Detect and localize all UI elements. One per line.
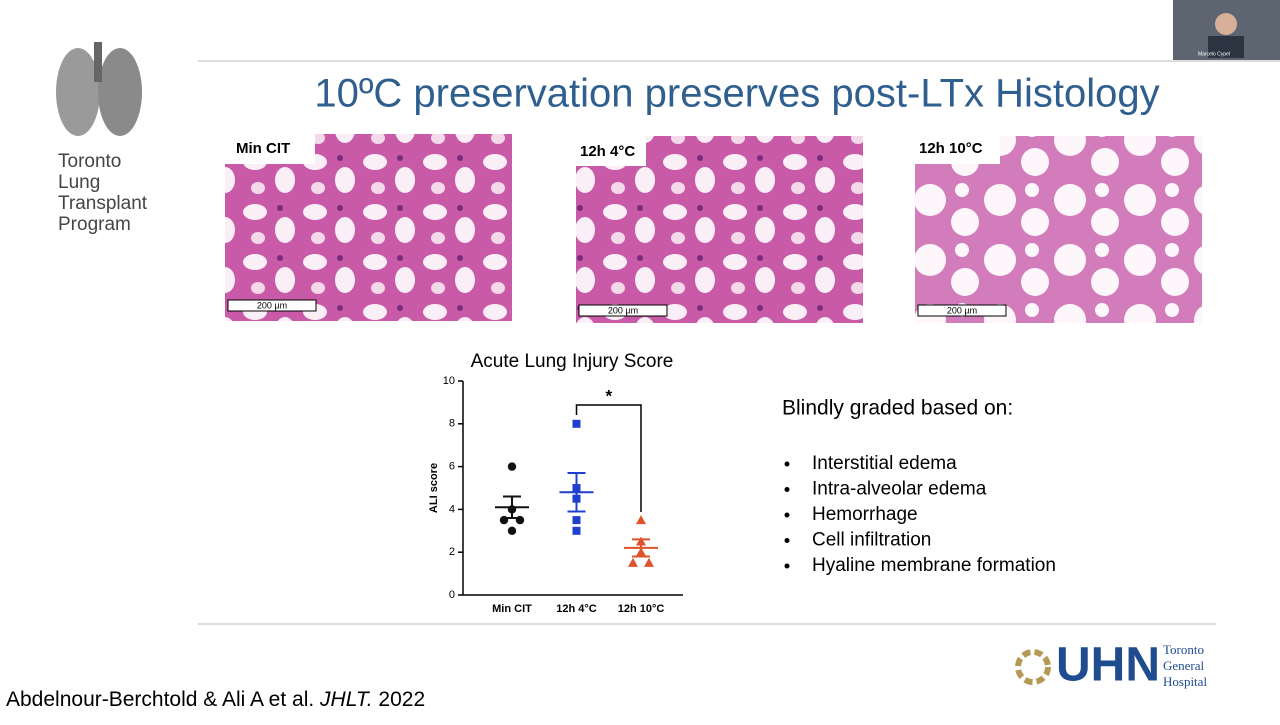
citation-year: 2022: [378, 688, 425, 711]
uhn-text: Hospital: [1163, 674, 1207, 689]
bullet-dot: [784, 538, 790, 543]
x-tick-label: 12h 4°C: [556, 603, 597, 615]
y-axis-label: ALI score: [428, 463, 440, 513]
webcam-person: [1215, 13, 1237, 35]
scale-bar: [917, 304, 1007, 317]
x-tick-label: 12h 10°C: [618, 603, 665, 615]
image-label: 12h 10°C: [919, 140, 983, 157]
uhn-text: General: [1163, 658, 1205, 673]
logo-text: Lung: [58, 172, 100, 193]
x-tick-label: Min CIT: [492, 603, 532, 615]
bullet-item: Intra-alveolar edema: [812, 479, 987, 500]
citation-authors: Abdelnour-Berchtold & Ali A et al.: [6, 688, 314, 711]
data-point: [572, 516, 581, 525]
histology-image: [576, 136, 863, 323]
bullet-item: Hyaline membrane formation: [812, 555, 1056, 576]
significance-label: *: [605, 386, 612, 405]
data-point: [628, 557, 638, 567]
bullet-dot: [784, 487, 790, 492]
data-point: [572, 419, 581, 428]
scale-label: 200 µm: [947, 305, 977, 315]
uhn-mark: UHN: [1056, 639, 1160, 692]
y-tick-label: 4: [449, 503, 455, 515]
scale-label: 200 µm: [608, 305, 638, 315]
citation: Abdelnour-Berchtold & Ali A et al. JHLT.…: [6, 688, 425, 711]
significance-bracket: [575, 404, 642, 512]
uhn-logo: UHN Toronto General Hospital: [1015, 639, 1207, 692]
citation-journal: JHLT.: [319, 688, 373, 711]
slide-title: 10ºC preservation preserves post-LTx His…: [314, 72, 1159, 116]
y-tick-label: 6: [449, 461, 455, 473]
scale-bar: [227, 299, 317, 312]
bullet-dot: [784, 512, 790, 518]
y-tick-label: 2: [449, 546, 455, 558]
y-tick-label: 10: [443, 375, 455, 387]
bullets-heading: Blindly graded based on:: [782, 397, 1013, 420]
chart-title: Acute Lung Injury Score: [471, 351, 674, 372]
y-tick-label: 8: [449, 418, 455, 430]
label-box: [576, 136, 646, 166]
lung-logo: [56, 42, 142, 136]
histology-image: [225, 134, 512, 321]
webcam-name: Marcelo Cypel: [1198, 51, 1230, 57]
scale-bar: [578, 304, 668, 317]
image-label: Min CIT: [236, 140, 290, 157]
logo-text: Program: [58, 214, 131, 235]
logo-text: Toronto: [58, 151, 121, 172]
label-box: [225, 134, 315, 164]
webcam-person: [1208, 36, 1244, 58]
chart: Acute Lung Injury Score ALI score: [428, 351, 683, 596]
bullet-dot: [784, 461, 790, 467]
logo-text: Transplant: [58, 193, 148, 214]
uhn-text: Toronto: [1163, 642, 1204, 657]
y-tick-label: 0: [449, 589, 455, 601]
histology-image: [915, 136, 1202, 323]
data-point: [507, 462, 517, 471]
bullet-dot: [784, 563, 790, 569]
data-point: [572, 526, 581, 535]
bullet-item: Hemorrhage: [812, 504, 918, 525]
bullet-item: Interstitial edema: [812, 453, 957, 474]
label-box: [915, 136, 1000, 164]
bullet-item: Cell infiltration: [812, 530, 931, 551]
data-point: [644, 557, 654, 567]
scale-label: 200 µm: [257, 300, 287, 310]
data-point: [507, 526, 517, 535]
image-label: 12h 4°C: [580, 143, 635, 160]
data-point: [636, 515, 646, 525]
